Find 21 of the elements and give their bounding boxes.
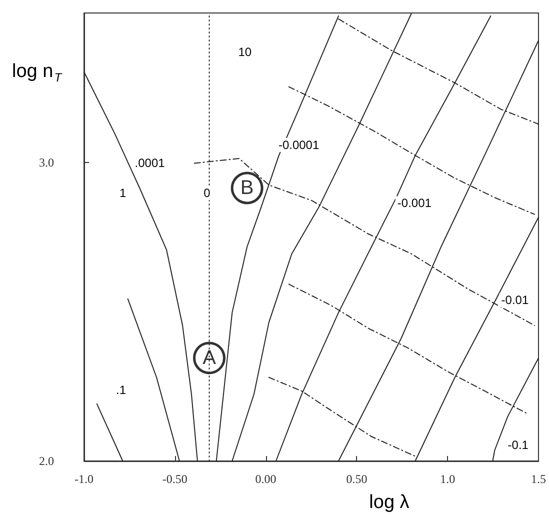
annotation: 1 <box>120 186 126 200</box>
annotation: 0 <box>204 186 211 200</box>
line-series <box>84 71 198 462</box>
x-tick-label: 0.50 <box>346 472 368 486</box>
y-tick-label: 3.0 <box>39 155 54 170</box>
y-tick-label: 2.0 <box>39 454 54 468</box>
x-tick-label: 1.5 <box>531 472 546 486</box>
x-tick-label: -1.0 <box>74 472 94 486</box>
annotation: .1 <box>116 383 126 398</box>
annotation: -0.1 <box>508 438 529 452</box>
annotation: -0.01 <box>501 293 529 308</box>
series-label: B <box>240 177 254 200</box>
series-label: A <box>202 346 217 369</box>
annotation: 10 <box>238 45 252 60</box>
annotation: -0.0001 <box>278 138 320 152</box>
x-tick-label: 0.00 <box>255 472 276 486</box>
x-tick-label: -0.50 <box>162 472 188 486</box>
x-axis-title: log λ <box>369 492 410 513</box>
annotation: -0.001 <box>397 196 432 210</box>
x-tick-label: 1.0 <box>440 472 456 486</box>
annotation: .0001 <box>134 156 166 170</box>
